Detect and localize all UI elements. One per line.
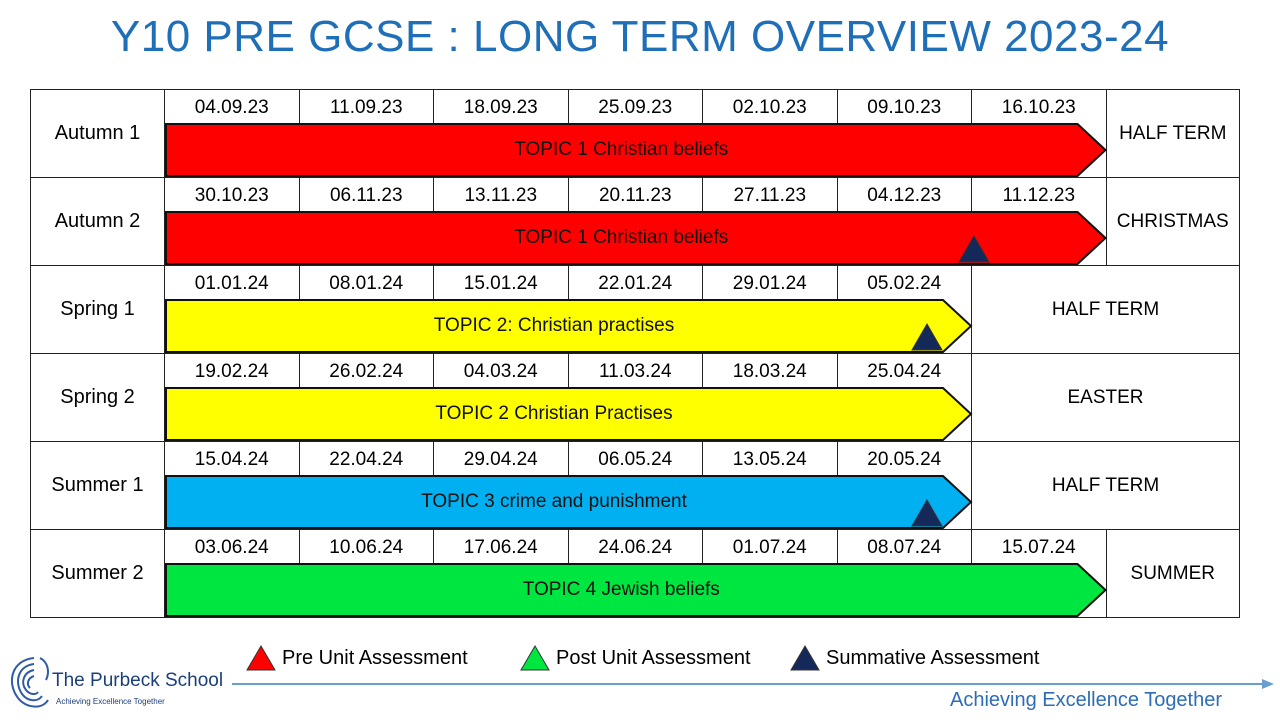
week-date: 18.09.23: [463, 97, 538, 118]
week-date: 06.11.23: [329, 185, 403, 206]
week-date: 17.06.24: [463, 537, 538, 558]
holiday-label: HALF TERM: [971, 441, 1240, 530]
topic-label: TOPIC 2: Christian practises: [433, 315, 675, 336]
term-label: Spring 2: [30, 353, 165, 442]
week-date: 01.07.24: [732, 537, 807, 558]
legend-label: Pre Unit Assessment: [282, 646, 468, 669]
holiday-label: SUMMER: [1105, 529, 1240, 618]
table-row: Summer 2 03.06.24 10.06.24 17.06.24 24.06.24…: [30, 529, 1240, 618]
holiday-label: EASTER: [971, 353, 1240, 442]
week-date: 08.01.24: [329, 273, 404, 294]
week-date: 11.09.23: [329, 97, 403, 118]
topic-arrow: TOPIC 2 Christian Practises: [165, 387, 973, 441]
term-label: Spring 1: [30, 265, 165, 354]
week-date: 15.07.24: [1001, 537, 1076, 558]
week-date: 13.05.24: [732, 449, 807, 470]
navy-triangle-icon: [790, 645, 820, 671]
topic-arrow: TOPIC 2: Christian practises: [165, 299, 973, 353]
term-label: Summer 1: [30, 441, 165, 530]
school-tagline: Achieving Excellence Together: [56, 697, 165, 706]
legend-item-pre-unit: Pre Unit Assessment: [246, 645, 468, 671]
table-row: Spring 1 01.01.24 08.01.24 15.01.24 22.01.24…: [30, 265, 1240, 354]
week-date: 02.10.23: [732, 97, 807, 118]
topic-arrow: TOPIC 1 Christian beliefs: [165, 123, 1107, 177]
week-date: 20.11.23: [598, 185, 672, 206]
holiday-label: HALF TERM: [971, 265, 1240, 354]
week-date: 22.01.24: [598, 273, 673, 294]
table-row: Autumn 2 30.10.23 06.11.23 13.11.23 20.11.23…: [30, 177, 1240, 266]
week-date: 27.11.23: [733, 185, 807, 206]
week-date: 16.10.23: [1001, 97, 1076, 118]
footer-motto: Achieving Excellence Together: [950, 689, 1223, 711]
holiday-label: HALF TERM: [1105, 89, 1240, 178]
red-triangle-icon: [246, 645, 276, 671]
week-date: 24.06.24: [598, 537, 673, 558]
summative-assessment-icon: [957, 235, 990, 263]
topic-label: TOPIC 4 Jewish beliefs: [522, 579, 720, 600]
week-date: 05.02.24: [867, 273, 942, 294]
week-date: 04.09.23: [194, 97, 269, 118]
summative-assessment-icon: [911, 323, 943, 351]
week-date: 20.05.24: [867, 449, 942, 470]
table-row: Spring 2 19.02.24 26.02.24 04.03.24 11.03.24…: [30, 353, 1240, 442]
week-date: 19.02.24: [194, 361, 269, 382]
week-date: 29.04.24: [463, 449, 538, 470]
week-date: 29.01.24: [732, 273, 807, 294]
school-logo-icon: [10, 657, 49, 708]
arrow-right-icon: [1262, 679, 1274, 689]
week-date: 03.06.24: [194, 537, 269, 558]
week-date: 11.12.23: [1002, 185, 1076, 206]
week-date: 26.02.24: [329, 361, 404, 382]
term-label: Summer 2: [30, 529, 165, 618]
week-date: 06.05.24: [598, 449, 673, 470]
week-date: 11.03.24: [598, 361, 672, 382]
week-date: 10.06.24: [329, 537, 404, 558]
legend-item-post-unit: Post Unit Assessment: [520, 645, 751, 671]
week-date: 04.12.23: [867, 185, 942, 206]
week-date: 25.09.23: [598, 97, 673, 118]
week-date: 09.10.23: [867, 97, 942, 118]
topic-arrow: TOPIC 1 Christian beliefs: [165, 211, 1107, 265]
topic-label: TOPIC 1 Christian beliefs: [514, 227, 729, 248]
table-row: Autumn 1 04.09.23 11.09.23 18.09.23 25.09.23…: [30, 89, 1240, 178]
week-date: 01.01.24: [194, 273, 269, 294]
week-date: 04.03.24: [463, 361, 538, 382]
footer-rule: [232, 683, 1268, 685]
term-label: Autumn 1: [30, 89, 165, 178]
school-name: The Purbeck School: [52, 670, 224, 691]
week-date: 22.04.24: [329, 449, 404, 470]
week-date: 30.10.23: [194, 185, 269, 206]
topic-arrow: TOPIC 3 crime and punishment: [165, 475, 973, 529]
week-date: 25.04.24: [867, 361, 942, 382]
legend-label: Post Unit Assessment: [556, 646, 751, 669]
summative-assessment-icon: [911, 499, 943, 527]
week-date: 15.01.24: [463, 273, 538, 294]
holiday-label: CHRISTMAS: [1105, 177, 1240, 266]
green-triangle-icon: [520, 645, 550, 671]
week-date: 18.03.24: [732, 361, 807, 382]
legend-item-summative: Summative Assessment: [790, 645, 1039, 671]
topic-label: TOPIC 2 Christian Practises: [435, 403, 673, 424]
week-date: 13.11.23: [464, 185, 538, 206]
legend-label: Summative Assessment: [826, 646, 1040, 669]
topic-label: TOPIC 3 crime and punishment: [421, 491, 687, 512]
table-row: Summer 1 15.04.24 22.04.24 29.04.24 06.05.24…: [30, 441, 1240, 530]
topic-label: TOPIC 1 Christian beliefs: [514, 139, 729, 160]
term-label: Autumn 2: [30, 177, 165, 266]
week-date: 15.04.24: [194, 449, 269, 470]
topic-arrow: TOPIC 4 Jewish beliefs: [165, 563, 1107, 617]
page-title: Y10 PRE GCSE : LONG TERM OVERVIEW 2023-2…: [110, 12, 1170, 61]
week-date: 08.07.24: [867, 537, 942, 558]
